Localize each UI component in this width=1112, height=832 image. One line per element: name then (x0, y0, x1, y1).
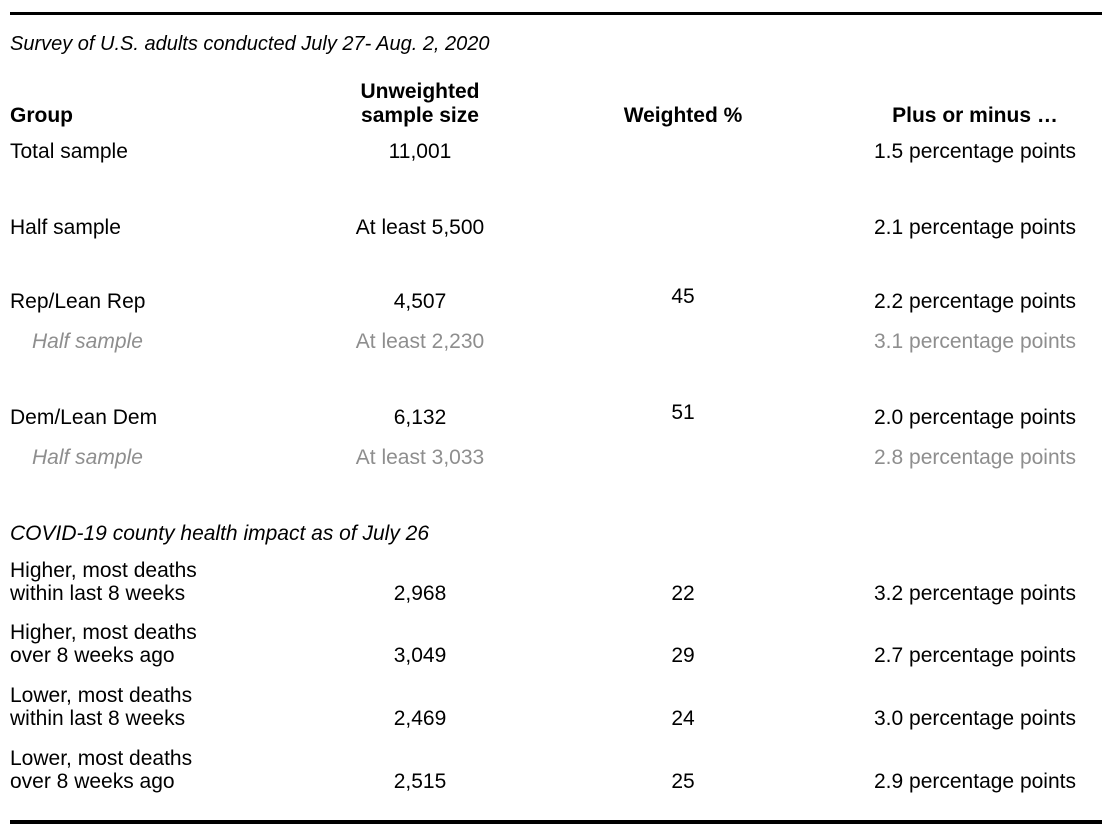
unweighted-cell: At least 5,500 (355, 216, 485, 239)
group-cell: Rep/Lean Rep (10, 290, 146, 313)
plus-minus-cell: 3.2 percentage points (874, 582, 1076, 605)
group-cell: Lower, most deaths over 8 weeks ago (10, 747, 193, 793)
unweighted-cell: 2,968 (393, 582, 447, 605)
table-row-lower-over-8-weeks: Lower, most deaths over 8 weeks ago 2,51… (10, 730, 1102, 793)
group-cell: Lower, most deaths within last 8 weeks (10, 684, 193, 730)
top-rule (10, 12, 1102, 15)
weighted-value: 51 (671, 401, 695, 424)
plus-minus-cell: 2.8 percentage points (874, 446, 1076, 469)
unweighted-cell: 2,469 (393, 707, 447, 730)
section-header-covid: COVID-19 county health impact as of July… (10, 522, 430, 545)
table-row-lower-within-8-weeks: Lower, most deaths within last 8 weeks 2… (10, 667, 1102, 730)
table-row-higher-over-8-weeks: Higher, most deaths over 8 weeks ago 3,0… (10, 605, 1102, 667)
table-row-half-sample: Half sample At least 5,500 2.1 percentag… (10, 163, 1102, 239)
plus-minus-cell: 2.0 percentage points (874, 406, 1076, 429)
survey-subtitle: Survey of U.S. adults conducted July 27-… (10, 33, 490, 55)
weighted-value: 45 (671, 285, 695, 308)
table-subrow-dem-half-sample: Half sample At least 3,033 2.8 percentag… (10, 429, 1102, 469)
group-cell: Higher, most deaths within last 8 weeks (10, 559, 197, 605)
plus-minus-cell: 3.0 percentage points (874, 707, 1076, 730)
margin-of-error-table: Group Unweighted sample size Weighted % … (10, 70, 1102, 793)
group-cell: Higher, most deaths over 8 weeks ago (10, 621, 197, 667)
plus-minus-cell: 2.1 percentage points (874, 216, 1076, 239)
unweighted-cell: 2,515 (393, 770, 447, 793)
table-row-higher-within-8-weeks: Higher, most deaths within last 8 weeks … (10, 545, 1102, 605)
weighted-cell (518, 163, 848, 239)
unweighted-cell: 4,507 (393, 290, 447, 313)
weighted-cell: 24 (671, 707, 695, 730)
unweighted-cell: At least 2,230 (355, 330, 485, 353)
plus-minus-cell: 3.1 percentage points (874, 330, 1076, 353)
section-header-row: COVID-19 county health impact as of July… (10, 469, 1102, 545)
weighted-cell (518, 429, 848, 469)
weighted-cell: 51 (518, 353, 848, 429)
col-header-unweighted-sample-size: Unweighted sample size (360, 80, 480, 127)
table-row-dem-lean-dem: Dem/Lean Dem 6,132 51 2.0 percentage poi… (10, 353, 1102, 429)
group-cell: Dem/Lean Dem (10, 406, 158, 429)
col-header-plus-or-minus: Plus or minus … (892, 104, 1058, 127)
table-subrow-rep-half-sample: Half sample At least 2,230 3.1 percentag… (10, 313, 1102, 353)
unweighted-cell: 11,001 (388, 140, 452, 163)
weighted-cell: 22 (671, 582, 695, 605)
group-cell: Half sample (32, 446, 143, 469)
weighted-cell: 45 (518, 239, 848, 313)
weighted-cell: 25 (671, 770, 695, 793)
header-row: Group Unweighted sample size Weighted % … (10, 70, 1102, 128)
weighted-cell (518, 128, 848, 163)
table-row-total-sample: Total sample 11,001 1.5 percentage point… (10, 128, 1102, 163)
group-cell: Total sample (10, 140, 128, 163)
unweighted-cell: 6,132 (393, 406, 447, 429)
weighted-cell (518, 313, 848, 353)
plus-minus-cell: 1.5 percentage points (874, 140, 1076, 163)
bottom-rule (10, 820, 1102, 824)
group-cell: Half sample (10, 216, 121, 239)
table-row-rep-lean-rep: Rep/Lean Rep 4,507 45 2.2 percentage poi… (10, 239, 1102, 313)
group-cell: Half sample (32, 330, 143, 353)
plus-minus-cell: 2.7 percentage points (874, 644, 1076, 667)
plus-minus-cell: 2.9 percentage points (874, 770, 1076, 793)
unweighted-cell: At least 3,033 (355, 446, 485, 469)
col-header-group: Group (10, 104, 73, 127)
col-header-weighted-percent: Weighted % (623, 104, 743, 127)
plus-minus-cell: 2.2 percentage points (874, 290, 1076, 313)
unweighted-cell: 3,049 (393, 644, 447, 667)
weighted-cell: 29 (671, 644, 695, 667)
